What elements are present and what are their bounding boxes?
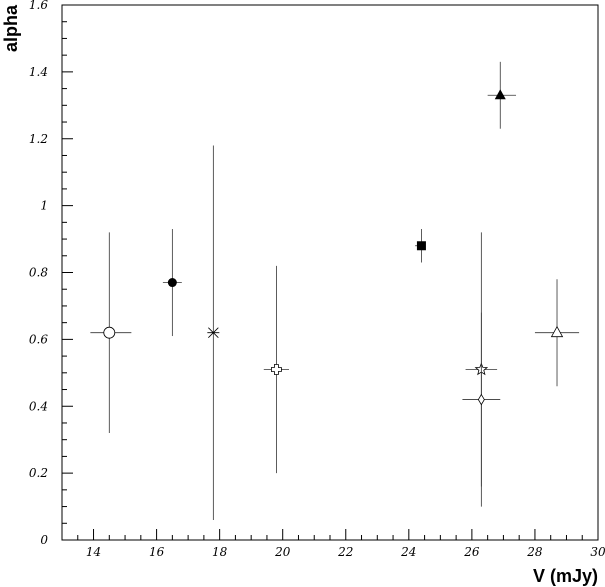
x-tick-label: 20 bbox=[274, 545, 291, 559]
open-triangle-marker bbox=[550, 325, 564, 338]
y-tick-label: 0 bbox=[40, 533, 48, 547]
data-point-filled-triangle bbox=[487, 61, 517, 129]
x-tick-label: 30 bbox=[590, 545, 605, 559]
data-point-filled-square bbox=[415, 229, 426, 263]
y-tick-label: 1.4 bbox=[29, 65, 48, 79]
filled-square-marker bbox=[416, 241, 426, 251]
asterisk-marker bbox=[207, 327, 220, 338]
y-axis-title: alpha bbox=[1, 4, 21, 52]
x-tick-label: 18 bbox=[212, 545, 228, 559]
x-tick-label: 16 bbox=[149, 545, 165, 559]
x-tick-label: 22 bbox=[337, 545, 353, 559]
y-tick-label: 0.4 bbox=[29, 399, 48, 413]
x-tick-label: 28 bbox=[526, 545, 543, 559]
data-point-open-cross bbox=[263, 265, 290, 474]
data-point-open-triangle bbox=[534, 279, 580, 387]
y-tick-label: 1 bbox=[40, 199, 48, 213]
points-layer bbox=[90, 61, 580, 520]
y-tick-label: 0.2 bbox=[29, 466, 48, 480]
filled-circle-marker bbox=[167, 278, 177, 288]
data-point-asterisk bbox=[207, 145, 220, 520]
data-point-open-circle bbox=[90, 232, 132, 433]
open-cross-marker bbox=[271, 364, 282, 375]
y-tick-label: 1.6 bbox=[29, 0, 48, 12]
y-tick-label: 0.6 bbox=[29, 332, 48, 346]
y-tick-label: 0.8 bbox=[29, 266, 48, 280]
plot-frame bbox=[61, 4, 599, 541]
x-axis-title: V (mJy) bbox=[533, 566, 598, 586]
x-tick-label: 14 bbox=[86, 545, 101, 559]
filled-triangle-marker bbox=[494, 89, 506, 100]
x-tick-label: 24 bbox=[400, 545, 416, 559]
x-tick-label: 26 bbox=[463, 545, 480, 559]
data-point-open-diamond bbox=[462, 312, 501, 487]
axes-layer: 14 16 18 20 22 24 26 28 30 0 0.2 0.4 0.6 0.8 1 1.2 1.4 1.… bbox=[29, 0, 605, 559]
open-circle-marker bbox=[103, 326, 116, 339]
data-point-filled-circle bbox=[162, 229, 182, 337]
open-diamond-marker bbox=[477, 393, 485, 406]
y-tick-label: 1.2 bbox=[29, 132, 48, 146]
